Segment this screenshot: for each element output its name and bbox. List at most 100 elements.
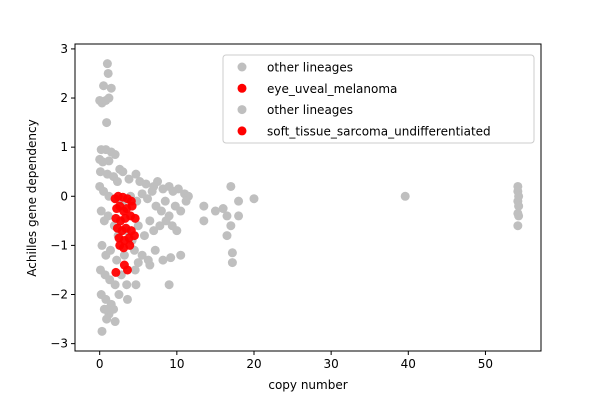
- point-other lineages-108: [226, 221, 236, 231]
- point-other lineages-78: [110, 280, 120, 290]
- point-other lineages-12: [110, 150, 120, 160]
- point-other lineages-101: [199, 201, 209, 211]
- point-eye-uveal-melanoma-9: [127, 201, 137, 211]
- point-other lineages-70: [119, 250, 129, 260]
- point-other lineages-72: [137, 250, 147, 260]
- x-tick-label-3: 30: [324, 357, 339, 371]
- x-tick-label-5: 50: [478, 357, 493, 371]
- point-other lineages-63: [161, 216, 171, 226]
- point-other lineages-114: [400, 191, 410, 201]
- y-tick-label-6: 3: [60, 42, 68, 56]
- point-other lineages-81: [130, 265, 140, 275]
- point-other lineages-103: [210, 206, 220, 216]
- point-other lineages-62: [155, 221, 165, 231]
- point-other lineages-87: [176, 250, 186, 260]
- points-layer: [95, 59, 524, 336]
- point-other lineages-50: [181, 196, 191, 206]
- point-other lineages-43: [147, 186, 157, 196]
- y-tick-label-1: −2: [50, 288, 68, 302]
- legend-label-3: soft_tissue_sarcoma_undifferentiated: [267, 124, 491, 138]
- point-other lineages-69: [112, 255, 122, 265]
- point-other lineages-21: [112, 177, 122, 187]
- x-tick-label-0: 0: [96, 357, 104, 371]
- y-tick-label-4: 1: [60, 140, 68, 154]
- point-other lineages-96: [110, 317, 120, 327]
- y-axis-label: Achilles gene dependency: [25, 119, 39, 276]
- point-other lineages-59: [139, 231, 149, 241]
- point-other lineages-102: [199, 216, 209, 226]
- point-other lineages-8: [102, 118, 112, 128]
- point-soft-tissue-sarcoma-undifferentiated-0: [111, 267, 121, 277]
- x-tick-label-1: 10: [169, 357, 184, 371]
- point-other lineages-100: [109, 304, 119, 314]
- point-other lineages-105: [222, 211, 232, 221]
- point-other lineages-106: [222, 231, 232, 241]
- point-other lineages-84: [158, 255, 168, 265]
- legend-label-0: other lineages: [267, 61, 353, 75]
- legend-marker-2: [237, 105, 247, 115]
- point-other lineages-92: [114, 290, 124, 300]
- point-other lineages-121: [514, 211, 524, 221]
- point-other lineages-15: [104, 156, 114, 166]
- point-other lineages-97: [102, 314, 112, 324]
- point-other lineages-86: [164, 280, 174, 290]
- point-other lineages-2: [99, 81, 109, 91]
- point-eye-uveal-melanoma-25: [119, 243, 129, 253]
- point-eye-uveal-melanoma-22: [129, 231, 139, 241]
- point-other lineages-82: [133, 258, 143, 268]
- legend-label-2: other lineages: [267, 103, 353, 117]
- x-axis-label: copy number: [268, 378, 347, 392]
- y-tick-label-0: −3: [50, 337, 68, 351]
- point-other lineages-58: [133, 221, 143, 231]
- point-other lineages-0: [102, 59, 112, 69]
- x-tick-label-4: 40: [401, 357, 416, 371]
- point-other lineages-98: [97, 326, 107, 336]
- point-other lineages-111: [234, 196, 244, 206]
- point-other lineages-99: [102, 304, 112, 314]
- point-other lineages-119: [514, 201, 524, 211]
- point-other lineages-22: [124, 174, 134, 184]
- point-other lineages-83: [145, 260, 155, 270]
- point-other lineages-93: [122, 294, 132, 304]
- legend-box: [222, 54, 535, 144]
- point-other lineages-66: [97, 240, 107, 250]
- point-other lineages-110: [227, 258, 237, 268]
- y-tick-label-5: 2: [60, 91, 68, 105]
- point-other lineages-113: [249, 194, 259, 204]
- point-soft-tissue-sarcoma-undifferentiated-2: [122, 265, 132, 275]
- point-other lineages-60: [145, 216, 155, 226]
- point-other lineages-18: [95, 167, 105, 177]
- point-other lineages-107: [226, 181, 236, 191]
- point-other lineages-85: [166, 253, 176, 263]
- point-eye-uveal-melanoma-14: [130, 213, 140, 223]
- point-other lineages-61: [149, 226, 159, 236]
- point-other lineages-51: [96, 206, 106, 216]
- point-other lineages-31: [173, 184, 183, 194]
- point-other lineages-45: [156, 206, 166, 216]
- point-other lineages-68: [105, 245, 115, 255]
- point-other lineages-3: [106, 83, 116, 93]
- point-other lineages-1: [103, 68, 113, 78]
- point-other lineages-104: [218, 204, 228, 214]
- point-other lineages-23: [131, 169, 141, 179]
- x-tick-label-2: 20: [246, 357, 261, 371]
- point-other lineages-112: [234, 211, 244, 221]
- point-other lineages-53: [103, 211, 113, 221]
- legend-label-1: eye_uveal_melanoma: [267, 82, 397, 96]
- point-other lineages-109: [227, 248, 237, 258]
- point-other lineages-65: [172, 226, 182, 236]
- point-other lineages-17: [118, 167, 128, 177]
- point-other lineages-27: [153, 177, 163, 187]
- point-other lineages-49: [176, 206, 186, 216]
- y-tick-label-2: −1: [50, 238, 68, 252]
- legend-marker-3: [237, 126, 247, 136]
- y-axis: −3 −2 −1 0 1 2 3: [50, 42, 75, 351]
- x-axis: 0 10 20 30 40 50: [96, 351, 493, 371]
- point-other lineages-7: [104, 93, 114, 103]
- point-other lineages-122: [513, 221, 523, 231]
- plot-frame: [74, 43, 542, 352]
- point-other lineages-42: [143, 194, 153, 204]
- legend-marker-0: [237, 62, 247, 72]
